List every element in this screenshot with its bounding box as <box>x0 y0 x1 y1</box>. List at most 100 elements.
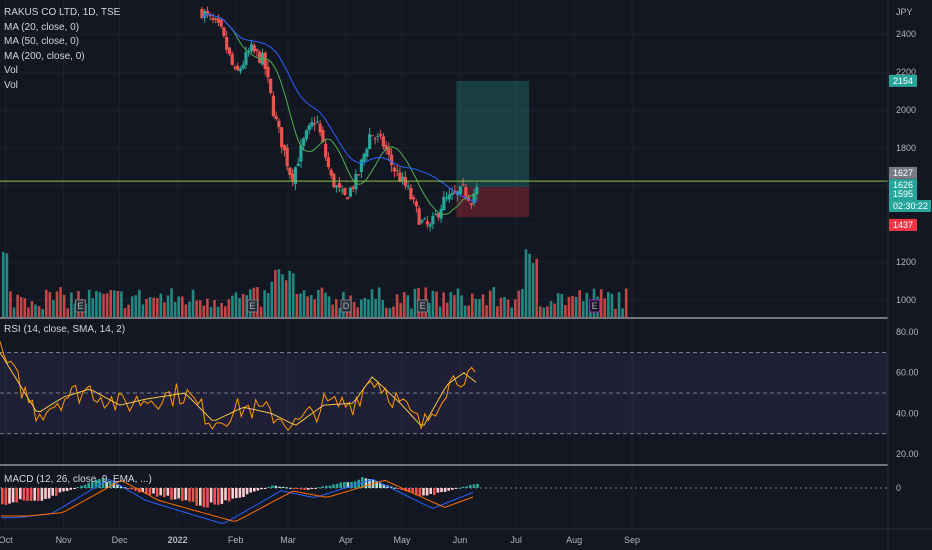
volume-bar <box>87 289 91 317</box>
macd-histogram-bar <box>238 488 242 498</box>
volume-bar <box>445 302 449 317</box>
volume-bar <box>564 305 567 317</box>
macd-histogram-bar <box>274 485 278 488</box>
candle-body <box>299 145 303 162</box>
volume-bar <box>334 299 338 317</box>
volume-bar <box>385 307 388 317</box>
volume-bar <box>320 287 324 317</box>
volume-bar <box>141 304 145 317</box>
macd-histogram-bar <box>163 488 166 498</box>
volume-bar <box>155 298 159 317</box>
legend-vol-1[interactable]: Vol <box>4 65 18 76</box>
volume-bar <box>206 298 209 317</box>
macd-histogram-bar <box>62 488 65 492</box>
macd-histogram-bar <box>188 488 191 502</box>
macd-histogram-bar <box>245 488 249 495</box>
volume-bar <box>116 291 120 317</box>
macd-histogram-bar <box>314 488 317 489</box>
macd-histogram-bar <box>389 486 393 488</box>
macd-histogram-bar <box>195 488 198 506</box>
price-tag-bg <box>889 199 931 212</box>
volume-bar <box>173 302 177 317</box>
candle-body <box>263 52 267 70</box>
volume-bar <box>402 292 406 317</box>
volume-bar <box>202 305 206 317</box>
candle-body <box>332 174 336 188</box>
macd-histogram-bar <box>213 488 216 505</box>
price-tag-label: 1437 <box>893 220 913 230</box>
macd-histogram-bar <box>472 484 476 488</box>
volume-bar <box>191 289 195 317</box>
macd-histogram-bar <box>307 488 310 490</box>
volume-bar <box>213 300 216 317</box>
macd-histogram-bar <box>231 488 234 499</box>
volume-bar <box>456 288 460 317</box>
candle-body <box>423 218 427 220</box>
macd-histogram-bar <box>249 488 252 493</box>
macd-histogram-bar <box>382 484 386 488</box>
macd-legend[interactable]: MACD (12, 26, close, 9, EMA, ...) <box>4 474 152 485</box>
volume-bar <box>610 293 614 317</box>
volume-bar <box>16 294 19 317</box>
macd-histogram-bar <box>418 488 422 497</box>
candle-body <box>326 157 331 168</box>
macd-histogram-bar <box>73 488 76 489</box>
price-tick-label: 2400 <box>896 29 916 39</box>
volume-bar <box>195 300 198 317</box>
candle-body <box>346 197 350 200</box>
candle-body <box>359 159 363 172</box>
legend-ma50[interactable]: MA (50, close, 0) <box>4 36 80 47</box>
macd-histogram-bar <box>328 485 332 488</box>
volume-bar <box>291 273 295 317</box>
macd-histogram-bar <box>465 486 468 488</box>
macd-histogram-bar <box>1 488 4 505</box>
volume-bar <box>549 301 553 317</box>
volume-bar <box>284 280 288 317</box>
price-tick-label: 1000 <box>896 295 916 305</box>
candle-body <box>315 121 320 123</box>
time-tick-label: Dec <box>112 535 129 545</box>
candle-body <box>469 203 473 205</box>
volume-bar <box>145 298 148 317</box>
candle-body <box>249 44 254 52</box>
volume-bar <box>503 297 506 317</box>
candle-body <box>280 127 284 148</box>
volume-bar <box>70 292 73 317</box>
time-axis[interactable]: Oct Nov Dec 2022 Feb Mar Apr May Jun Jul Aug Sep <box>0 535 640 545</box>
volume-bar <box>62 294 66 317</box>
candle-body <box>343 187 347 196</box>
candle-body <box>436 213 440 218</box>
long-position-tool[interactable] <box>456 80 530 217</box>
legend-vol-2[interactable]: Vol <box>4 79 18 91</box>
candle-body <box>291 173 295 182</box>
time-tick-label: Feb <box>228 535 244 545</box>
volume-bar <box>23 298 27 317</box>
volume-bar <box>370 289 374 317</box>
legend-ma200[interactable]: MA (200, close, 0) <box>4 50 85 62</box>
volume-bar <box>453 295 456 317</box>
rsi-legend[interactable]: RSI (14, close, SMA, 14, 2) <box>4 324 126 335</box>
volume-bar <box>12 307 16 317</box>
candle-body <box>412 197 416 200</box>
volume-bar <box>553 303 556 317</box>
volume-bar <box>127 304 130 317</box>
candle-body <box>200 8 204 19</box>
volume-bar <box>599 289 603 317</box>
macd-histogram-bar <box>285 487 288 489</box>
macd-histogram-bar <box>433 488 436 495</box>
price-tag-label: 2154 <box>893 76 913 86</box>
volume-bar <box>374 298 377 317</box>
volume-bar <box>306 296 309 317</box>
macd-line <box>1 478 474 524</box>
symbol-title[interactable]: RAKUS CO LTD, 1D, TSE <box>4 7 121 18</box>
candle-body <box>395 170 399 172</box>
candle-body <box>304 130 309 140</box>
volume-bar <box>152 297 155 317</box>
macd-histogram-bar <box>44 488 47 499</box>
macd-histogram-bar <box>19 488 22 500</box>
legend-ma20[interactable]: MA (20, close, 0) <box>4 21 80 33</box>
volume-bar <box>556 293 560 317</box>
